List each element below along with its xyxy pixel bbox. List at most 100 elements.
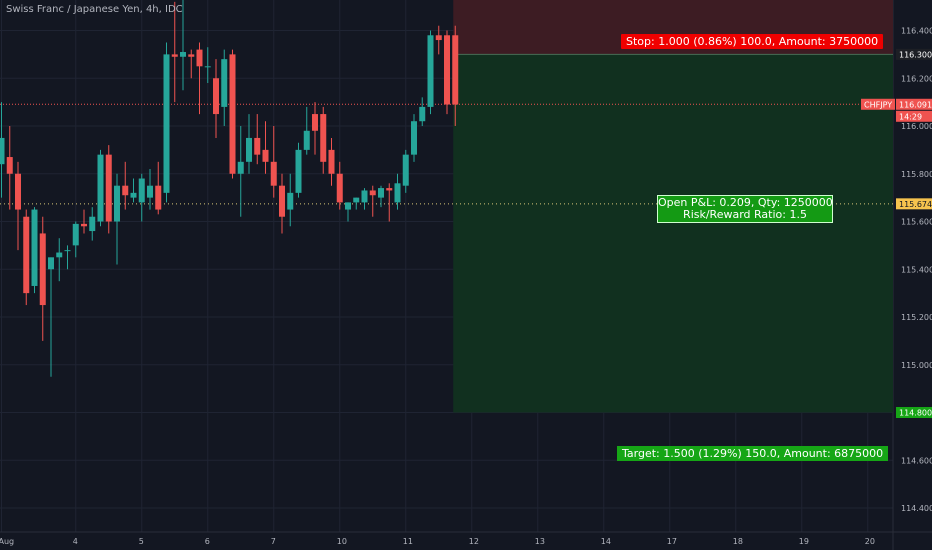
y-tick-label: 114.400 xyxy=(901,504,932,513)
countdown-tag: 14:29 xyxy=(899,112,922,121)
y-tick-label: 116.400 xyxy=(901,27,932,36)
x-tick-label: 6 xyxy=(205,537,210,546)
candle-body xyxy=(39,233,46,306)
x-tick-label: 17 xyxy=(667,537,677,546)
candle-body xyxy=(89,216,96,232)
candle-body xyxy=(180,51,186,57)
candle-body xyxy=(369,190,376,196)
target-zone[interactable] xyxy=(453,54,893,413)
candle-body xyxy=(221,59,228,107)
candle-body xyxy=(130,192,137,198)
candle-body xyxy=(287,192,294,210)
candle-body xyxy=(81,223,87,227)
candle-body xyxy=(0,137,5,165)
y-tick-label: 116.200 xyxy=(901,74,932,83)
x-tick-label: Aug xyxy=(0,537,14,546)
x-tick-label: 19 xyxy=(799,537,809,546)
candle-body xyxy=(254,137,261,155)
candle-body xyxy=(386,188,393,191)
x-tick-label: 11 xyxy=(403,537,413,546)
y-tick-label: 115.000 xyxy=(901,361,932,370)
target-label: Target: 1.500 (1.29%) 150.0, Amount: 687… xyxy=(617,446,889,461)
candle-body xyxy=(270,161,277,186)
countdown-tag-bg xyxy=(896,110,932,122)
y-tick-label: 114.600 xyxy=(901,456,932,465)
candle-body xyxy=(444,35,450,105)
candle-body xyxy=(262,149,269,162)
y-tick-label: 115.600 xyxy=(901,218,932,227)
y-tick-label: 116.000 xyxy=(901,122,932,131)
candle-body xyxy=(97,154,104,222)
candle-body xyxy=(320,114,327,162)
candle-body xyxy=(6,157,13,174)
symbol-title: Swiss Franc / Japanese Yen, 4h, IDC xyxy=(6,4,183,15)
x-tick-label: 18 xyxy=(733,537,743,546)
candle-body xyxy=(229,54,236,174)
candle-body xyxy=(122,185,129,196)
reference-price-tag-bg xyxy=(896,198,932,210)
stop-label: Stop: 1.000 (0.86%) 100.0, Amount: 37500… xyxy=(621,34,884,49)
entry-price-tag-bg xyxy=(896,48,932,60)
candle-body xyxy=(114,185,120,222)
candle-body xyxy=(23,216,30,294)
candle-body xyxy=(196,49,203,67)
x-tick-label: 4 xyxy=(73,537,78,546)
candle-body xyxy=(345,202,351,210)
x-tick-label: 20 xyxy=(865,537,875,546)
candle-body xyxy=(105,154,112,222)
y-tick-label: 115.400 xyxy=(901,265,932,274)
candle-body xyxy=(312,114,318,131)
candle-body xyxy=(328,149,335,174)
pnl-text: Open P&L: 0.209, Qty: 1250000 xyxy=(658,196,833,209)
candle-body xyxy=(378,188,384,198)
candle-body xyxy=(452,35,459,105)
current-price-tag-bg xyxy=(896,98,932,110)
x-tick-label: 14 xyxy=(601,537,611,546)
candle-body xyxy=(163,54,170,193)
candle-body xyxy=(411,121,417,155)
x-tick-label: 13 xyxy=(535,537,545,546)
candle-body xyxy=(171,54,178,57)
risk-reward-text: Risk/Reward Ratio: 1.5 xyxy=(683,208,807,221)
candle-body xyxy=(394,183,401,203)
candle-body xyxy=(138,178,145,203)
candle-body xyxy=(402,154,409,186)
candle-body xyxy=(419,106,426,122)
candle-body xyxy=(435,35,442,41)
target-price-tag-bg xyxy=(896,407,932,418)
candle-body xyxy=(427,35,434,107)
candle-body xyxy=(361,190,368,203)
candle-body xyxy=(336,173,343,203)
target-price-tag: 114.800 xyxy=(899,409,932,418)
candle-body xyxy=(64,250,71,252)
candle-body xyxy=(155,185,162,210)
candle-body xyxy=(295,149,302,193)
entry-price-tag: 116.300 xyxy=(899,50,932,59)
y-tick-label: 115.800 xyxy=(901,170,932,179)
x-tick-label: 10 xyxy=(337,537,347,546)
symbol-tag: CHFJPY xyxy=(864,100,892,109)
candle-body xyxy=(15,173,21,210)
candle-body xyxy=(147,185,153,198)
candle-body xyxy=(213,78,219,115)
x-tick-label: 12 xyxy=(469,537,479,546)
y-tick-label: 115.200 xyxy=(901,313,932,322)
symbol-tag-bg xyxy=(861,98,895,110)
candle-body xyxy=(353,197,360,203)
candle-body xyxy=(188,54,195,57)
current-price-tag: 116.091 xyxy=(899,100,932,109)
candle-body xyxy=(72,223,79,246)
candle-body xyxy=(246,137,252,162)
x-tick-label: 5 xyxy=(139,537,144,546)
candle-body xyxy=(31,209,38,286)
pnl-box: Open P&L: 0.209, Qty: 1250000 Risk/Rewar… xyxy=(657,195,833,223)
candle-body xyxy=(237,161,244,174)
candle-body xyxy=(48,257,54,270)
candle-body xyxy=(303,130,310,150)
candle-body xyxy=(56,252,63,258)
candle-body xyxy=(279,185,285,217)
candle-body xyxy=(204,66,211,68)
x-tick-label: 7 xyxy=(271,537,276,546)
reference-price-tag: 115.674 xyxy=(899,200,932,209)
